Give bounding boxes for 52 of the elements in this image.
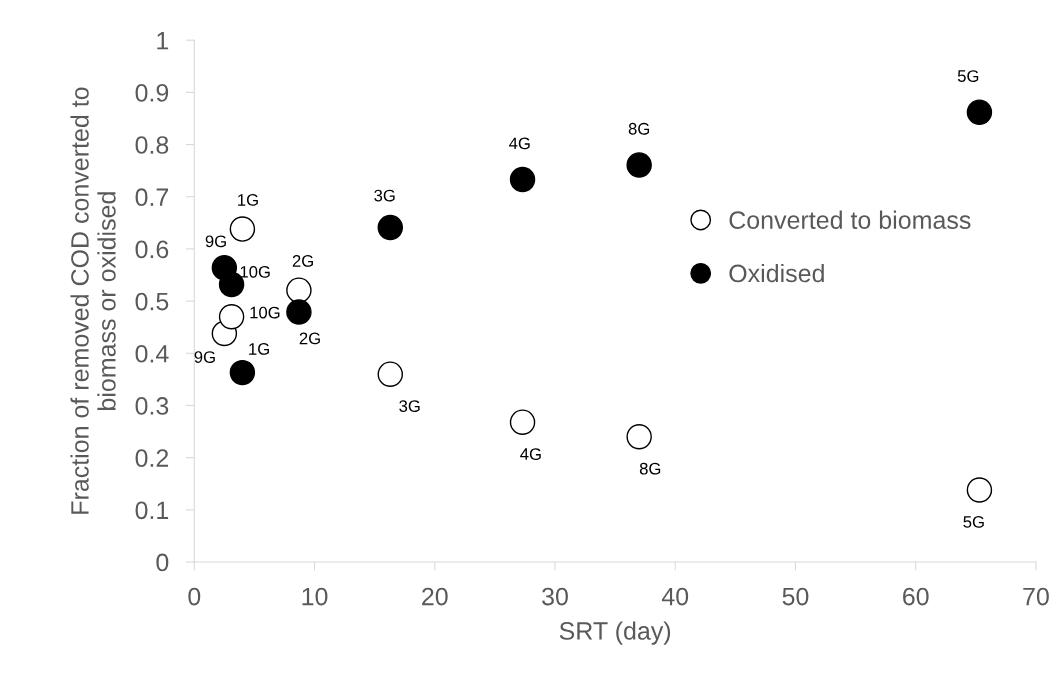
annotation: 3G [374, 189, 395, 202]
legend-label: Converted to biomass [729, 210, 971, 229]
point [966, 477, 993, 503]
x-tick-label: 20 [422, 587, 448, 606]
x-tick-label: 30 [542, 587, 568, 606]
x-tick-label: 50 [782, 587, 809, 606]
annotation: 5G [957, 70, 979, 82]
x-tick-label: 70 [1023, 587, 1049, 606]
x-tick-label: 40 [661, 587, 689, 606]
point [218, 304, 245, 330]
y-tick-label: 0.2 [135, 449, 169, 467]
y-tick-label: 0.8 [135, 136, 169, 154]
y-tick-label: 0.1 [135, 501, 169, 520]
annotation: 9G [205, 235, 226, 248]
point [229, 359, 256, 386]
annotation: 2G [292, 255, 313, 267]
annotation: 8G [639, 462, 661, 475]
point [286, 277, 312, 303]
y-tick-label: 0.9 [135, 83, 169, 102]
point [509, 166, 536, 193]
point [626, 424, 652, 450]
y-axis-title: Fraction of removed COD converted to biomass or oxidised [70, 87, 116, 514]
y-tick-label: 1 [157, 32, 169, 50]
annotation: 4G [520, 448, 541, 460]
point [229, 216, 256, 242]
legend-label: Oxidised [729, 263, 824, 283]
point [286, 299, 312, 325]
y-tick-label: 0.6 [135, 240, 169, 259]
point [626, 152, 652, 178]
point [377, 361, 404, 387]
y-tick-label: 0.4 [135, 344, 169, 363]
annotation: 10G [250, 306, 280, 319]
point [509, 409, 536, 435]
y-tick-label: 0.5 [135, 292, 169, 311]
annotation: 8G [628, 122, 650, 135]
y-tick-label: 0.7 [135, 188, 169, 207]
annotation: 1G [249, 343, 269, 355]
annotation: 3G [399, 400, 420, 412]
point [377, 214, 404, 241]
annotation: 4G [509, 137, 530, 150]
annotation: 1G [238, 193, 258, 206]
annotation: 9G [194, 351, 215, 363]
x-tick-label: 60 [903, 587, 929, 606]
annotation: 5G [963, 516, 984, 528]
x-axis-title: SRT (day) [559, 621, 671, 645]
annotation: 2G [299, 332, 320, 345]
y-tick-label: 0.3 [135, 397, 169, 415]
annotation: 10G [240, 265, 270, 278]
y-tick-label: 0 [156, 553, 169, 572]
x-tick-label: 0 [188, 587, 201, 606]
point [966, 99, 993, 125]
x-tick-label: 10 [302, 587, 328, 606]
